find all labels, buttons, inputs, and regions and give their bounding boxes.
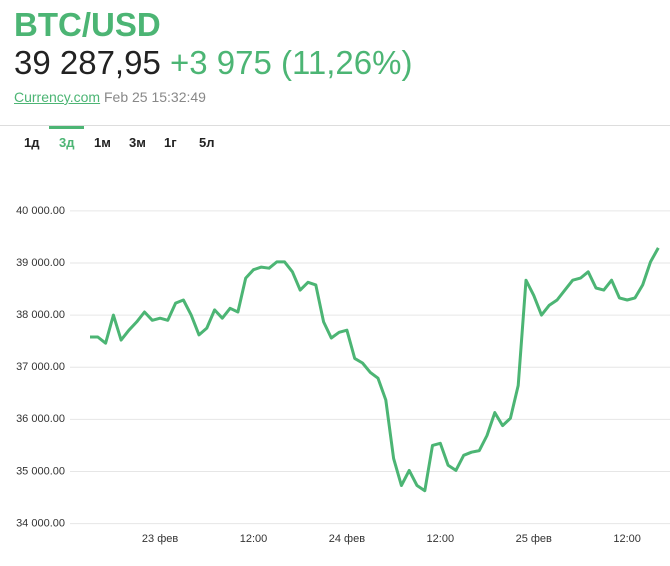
price-line xyxy=(90,247,660,493)
x-tick-label: 12:00 xyxy=(427,533,455,545)
range-tab[interactable]: 1г xyxy=(164,135,177,150)
tabs: 1д 3д 1м 3м 1г 5л xyxy=(14,126,224,150)
range-tab[interactable]: 3д xyxy=(49,126,84,150)
separator xyxy=(0,125,670,126)
range-tab[interactable]: 3м xyxy=(129,135,146,150)
price-row: 39 287,95 +3 975 (11,26%) xyxy=(14,44,412,82)
range-tab[interactable]: 5л xyxy=(199,135,215,150)
y-tick-label: 35 000.00 xyxy=(16,465,65,477)
y-tick-label: 40 000.00 xyxy=(16,205,65,217)
y-tick-label: 37 000.00 xyxy=(16,361,65,373)
symbol: BTC/USD xyxy=(14,6,161,43)
change: +3 975 (11,26%) xyxy=(169,44,413,81)
price: 39 287,95 xyxy=(14,44,161,81)
timestamp: Feb 25 15:32:49 xyxy=(103,89,206,105)
x-tick-label: 24 фев xyxy=(329,533,365,545)
y-tick-label: 34 000.00 xyxy=(16,517,65,529)
y-tick-label: 39 000.00 xyxy=(16,257,65,269)
range-tab[interactable]: 1д xyxy=(24,135,40,150)
range-tab[interactable]: 1м xyxy=(94,135,111,150)
x-tick-label: 12:00 xyxy=(240,533,268,545)
source-row: Currency.com Feb 25 15:32:49 xyxy=(14,89,206,105)
x-tick-label: 12:00 xyxy=(613,533,641,545)
y-tick-label: 38 000.00 xyxy=(16,309,65,321)
x-tick-label: 23 фев xyxy=(142,533,178,545)
source-link[interactable]: Currency.com xyxy=(14,89,101,105)
x-tick-label: 25 фев xyxy=(516,533,552,545)
y-tick-label: 36 000.00 xyxy=(16,413,65,425)
